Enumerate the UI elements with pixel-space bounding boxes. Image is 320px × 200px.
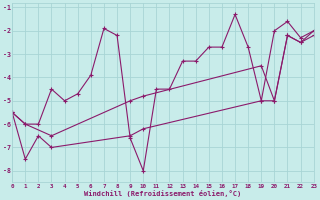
X-axis label: Windchill (Refroidissement éolien,°C): Windchill (Refroidissement éolien,°C)	[84, 190, 242, 197]
